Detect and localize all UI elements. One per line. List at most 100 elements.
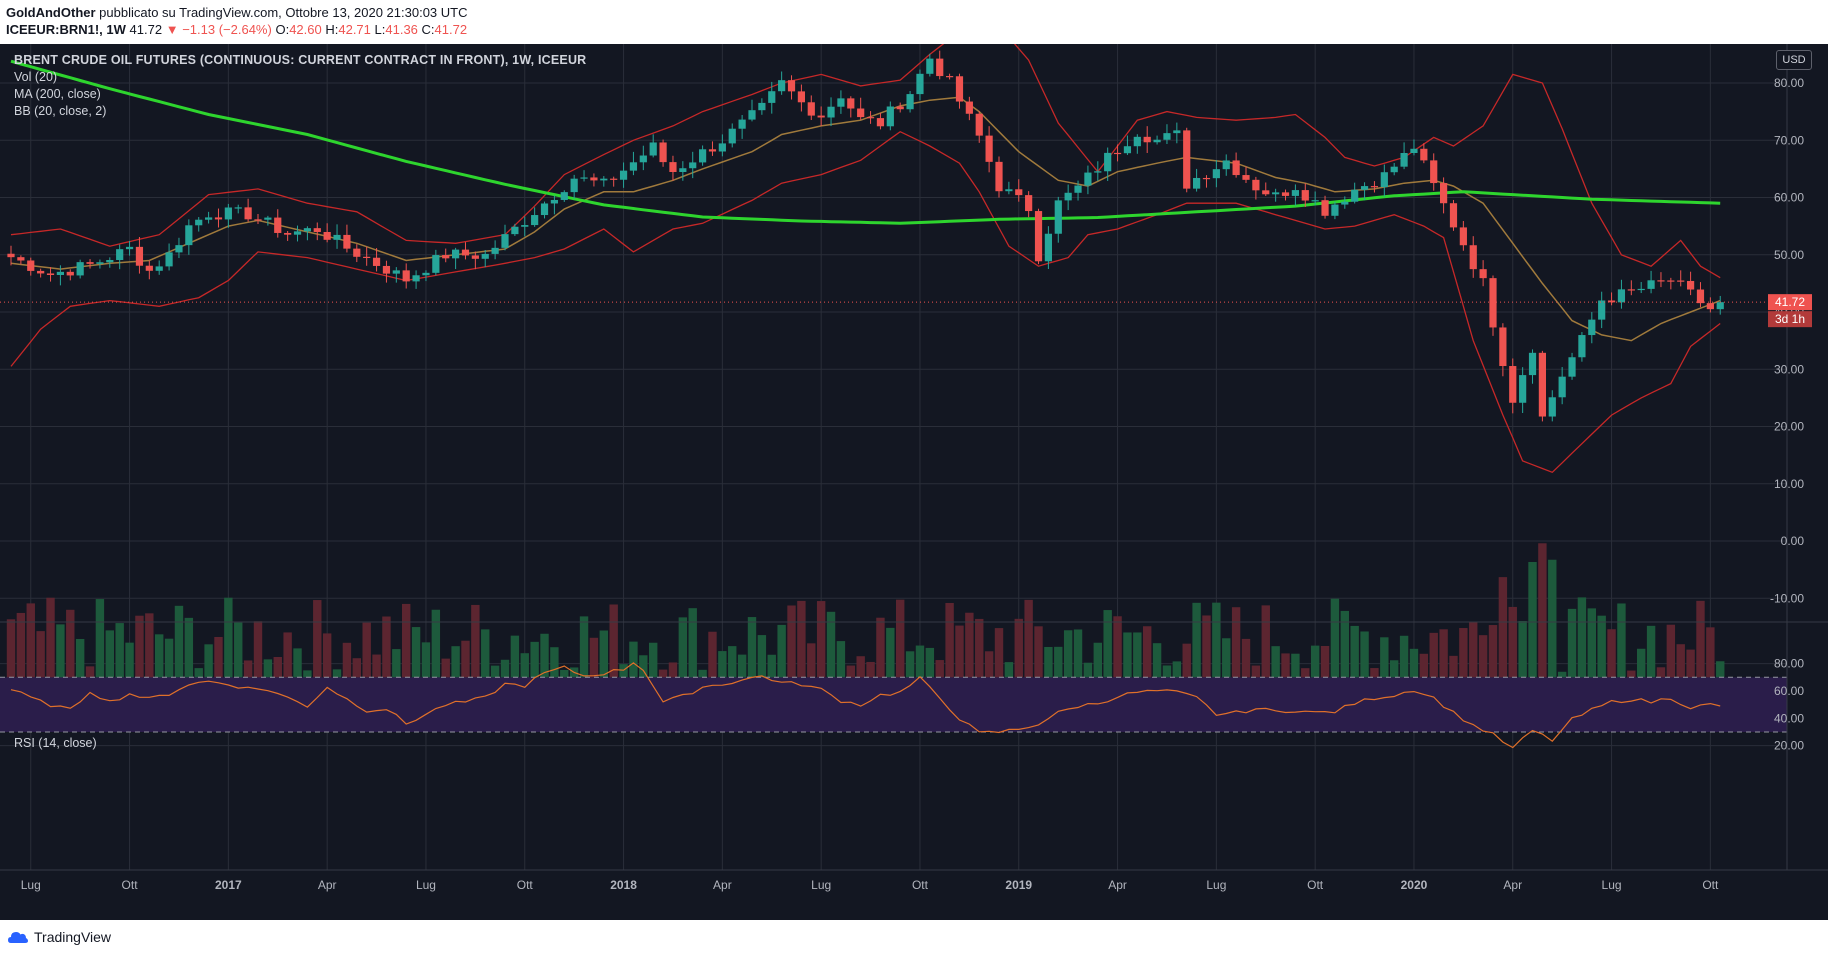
candle-body <box>985 135 993 162</box>
volume-bar <box>1518 621 1527 727</box>
tradingview-logo[interactable]: TradingView <box>8 929 111 945</box>
volume-bar <box>1469 622 1478 727</box>
volume-bar <box>1548 559 1557 727</box>
candle-body <box>807 102 815 116</box>
legend-vol[interactable]: Vol (20) <box>14 70 58 84</box>
volume-bar <box>6 619 16 727</box>
candle-body <box>926 58 934 74</box>
candle-body <box>1360 186 1369 190</box>
candle-body <box>1390 166 1398 173</box>
candle-body <box>96 262 104 264</box>
last-price-tag-label: 41.72 <box>1775 295 1805 309</box>
candle-body <box>56 271 64 275</box>
currency-button[interactable]: USD <box>1776 50 1812 70</box>
volume-bar <box>1192 602 1201 727</box>
rsi-tick-label: 80.00 <box>1774 657 1804 671</box>
low-label: L: <box>374 22 386 37</box>
legend-bb[interactable]: BB (20, close, 2) <box>14 104 107 118</box>
candle-body <box>106 260 114 263</box>
time-tick-label: Lug <box>1206 878 1226 892</box>
candle-body <box>1232 160 1240 176</box>
rsi-pane <box>0 662 1787 749</box>
candle-body <box>778 80 786 92</box>
candle-body <box>422 272 430 276</box>
author-name: GoldAndOther <box>6 5 96 20</box>
candle-body <box>1094 171 1102 173</box>
candle-body <box>1469 245 1477 270</box>
volume-bar <box>174 605 184 727</box>
volume-bar <box>95 599 105 727</box>
ma200-line <box>10 59 1721 225</box>
volume-bar <box>184 617 194 727</box>
candle-body <box>1193 177 1201 189</box>
candle-body <box>1607 300 1616 303</box>
candle-body <box>1578 335 1586 358</box>
volume-bar <box>362 622 371 727</box>
volume-bar <box>826 611 836 727</box>
candle-body <box>442 255 450 259</box>
candle-body <box>1548 397 1556 417</box>
volume-bar <box>402 603 411 727</box>
time-tick-label: Apr <box>318 878 337 892</box>
chart-title: BRENT CRUDE OIL FUTURES (CONTINUOUS: CUR… <box>14 53 587 67</box>
candle-body <box>1440 183 1448 204</box>
candle-body <box>748 110 756 120</box>
price-change: −1.13 (−2.64%) <box>182 22 272 37</box>
axes: 100.0090.0080.0070.0060.0050.0040.0030.0… <box>0 44 1828 892</box>
candle-body <box>669 162 677 172</box>
rsi-line <box>10 662 1721 749</box>
candle-body <box>1588 319 1596 336</box>
candle-body <box>66 271 74 276</box>
candle-body <box>649 142 657 156</box>
rsi-band-fill <box>0 677 1787 732</box>
candle-body <box>965 101 973 114</box>
candle-body <box>728 128 736 144</box>
candle-body <box>1202 177 1211 180</box>
candle-body <box>629 162 638 171</box>
candle-body <box>1064 192 1072 201</box>
price-chart-svg[interactable]: 100.0090.0080.0070.0060.0050.0040.0030.0… <box>0 44 1828 920</box>
candle-body <box>293 231 302 235</box>
candle-body <box>610 178 618 180</box>
legend-rsi[interactable]: RSI (14, close) <box>14 736 97 750</box>
brand-name: TradingView <box>34 929 112 945</box>
candle-body <box>896 106 904 110</box>
candle-body <box>1054 200 1062 234</box>
volume-bar <box>1666 624 1676 727</box>
time-tick-label: 2020 <box>1401 878 1428 892</box>
candle-body <box>1252 179 1260 191</box>
countdown-tag <box>1768 311 1812 328</box>
candle-body <box>254 219 262 221</box>
volume-bar <box>1617 603 1626 727</box>
volume-bar <box>382 616 391 727</box>
price-tick-label: 70.00 <box>1774 133 1804 147</box>
candle-body <box>363 256 371 259</box>
chart-container[interactable]: 100.0090.0080.0070.0060.0050.0040.0030.0… <box>0 44 1828 920</box>
candle-body <box>1044 233 1052 262</box>
bb-upper-line <box>10 44 1721 279</box>
volume-bar <box>1587 608 1596 727</box>
candle-body <box>1262 190 1270 195</box>
candle-body <box>145 265 153 271</box>
candle-body <box>708 149 717 152</box>
high-value: 42.71 <box>338 22 371 37</box>
volume-bar <box>234 622 243 727</box>
candle-body <box>1687 280 1695 290</box>
publication-line: GoldAndOther pubblicato su TradingView.c… <box>6 5 468 20</box>
volume-bar <box>1350 625 1359 727</box>
legend-ma[interactable]: MA (200, close) <box>14 87 101 101</box>
candle-body <box>1637 288 1645 291</box>
volume-bar <box>965 612 974 727</box>
price-tick-label: 30.00 <box>1774 362 1804 376</box>
volume-bar <box>896 599 905 727</box>
volume-bar <box>688 608 697 727</box>
published-info: pubblicato su TradingView.com, Ottobre 1… <box>99 5 468 20</box>
candle-body <box>1509 366 1517 403</box>
candle-body <box>1113 152 1122 155</box>
candle-body <box>274 217 282 233</box>
countdown-tag-label: 3d 1h <box>1775 312 1805 326</box>
time-tick-label: Lug <box>1602 878 1622 892</box>
time-tick-label: Apr <box>1503 878 1522 892</box>
candle-body <box>155 266 163 271</box>
candle-body <box>1281 192 1290 196</box>
